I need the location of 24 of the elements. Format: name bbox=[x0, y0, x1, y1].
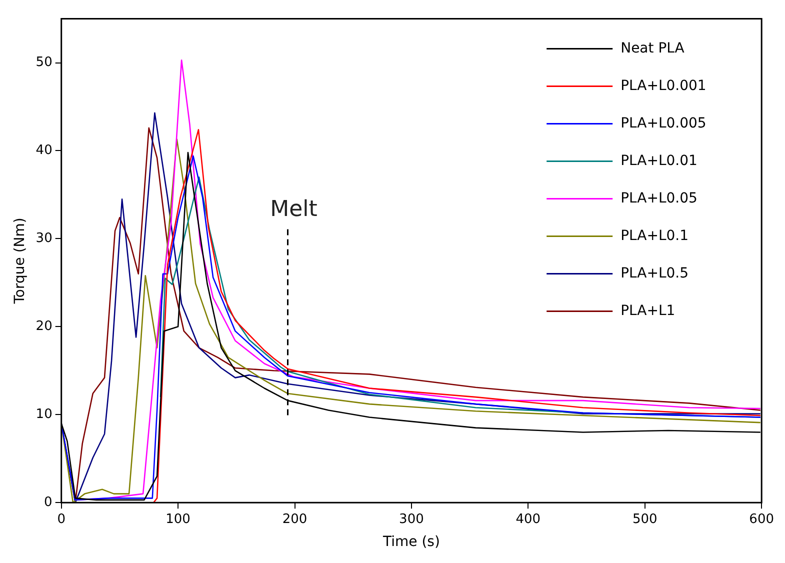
x-tick-label: 400 bbox=[516, 512, 541, 527]
legend-label: PLA+L0.1 bbox=[620, 228, 689, 244]
y-tick-label: 40 bbox=[36, 143, 52, 158]
x-tick-label: 0 bbox=[57, 512, 66, 527]
legend-label: PLA+L0.005 bbox=[620, 115, 706, 132]
legend-label: PLA+L0.05 bbox=[620, 190, 698, 206]
legend-label: PLA+L0.5 bbox=[620, 265, 689, 282]
legend-label: PLA+L1 bbox=[620, 302, 676, 319]
legend-label: Neat PLA bbox=[620, 40, 685, 56]
x-tick-label: 600 bbox=[749, 512, 774, 527]
y-tick-label: 20 bbox=[36, 319, 52, 334]
y-tick-label: 50 bbox=[36, 55, 52, 70]
x-axis-title: Time (s) bbox=[382, 534, 440, 550]
x-tick-label: 500 bbox=[632, 512, 658, 527]
x-tick-label: 100 bbox=[166, 512, 190, 527]
ref-line-label: Melt bbox=[270, 196, 318, 222]
legend-label: PLA+L0.01 bbox=[620, 152, 698, 169]
y-axis-title: Torque (Nm) bbox=[12, 218, 28, 305]
y-tick-label: 30 bbox=[36, 231, 52, 246]
legend-label: PLA+L0.001 bbox=[620, 78, 706, 94]
x-tick-label: 300 bbox=[399, 512, 424, 527]
x-tick-label: 200 bbox=[282, 512, 308, 527]
y-tick-label: 10 bbox=[36, 407, 52, 422]
y-tick-label: 0 bbox=[44, 494, 52, 510]
